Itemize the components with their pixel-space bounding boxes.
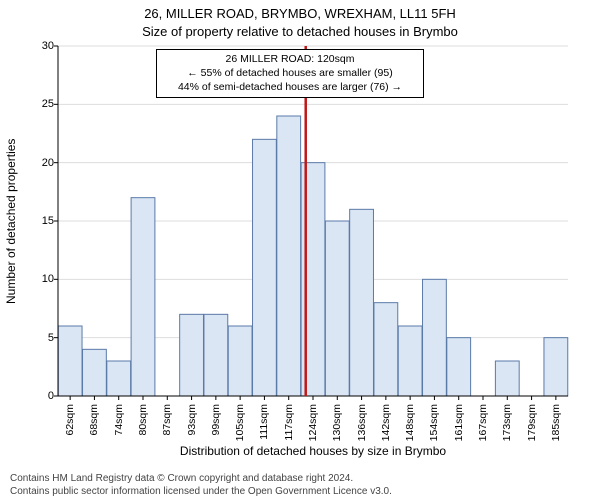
y-tick-label: 30 xyxy=(24,40,54,52)
histogram-bar xyxy=(83,349,107,396)
histogram-bar xyxy=(277,116,301,396)
annotation-line-1: 26 MILLER ROAD: 120sqm xyxy=(161,52,419,66)
y-axis-label: Number of detached properties xyxy=(4,46,22,396)
histogram-bar xyxy=(107,361,131,396)
y-tick-label: 0 xyxy=(24,390,54,402)
y-tick-label: 20 xyxy=(24,157,54,169)
annotation-box: 26 MILLER ROAD: 120sqm ← 55% of detached… xyxy=(156,49,424,98)
title-sub: Size of property relative to detached ho… xyxy=(0,24,600,39)
histogram-bar xyxy=(131,198,155,396)
histogram-bar xyxy=(180,314,204,396)
histogram-bar xyxy=(544,338,568,396)
histogram-bar xyxy=(58,326,82,396)
histogram-bar xyxy=(325,221,349,396)
footer-line-1: Contains HM Land Registry data © Crown c… xyxy=(10,473,353,484)
y-tick-label: 25 xyxy=(24,98,54,110)
annotation-line-2: ← 55% of detached houses are smaller (95… xyxy=(161,66,419,80)
histogram-bar xyxy=(447,338,471,396)
plot-area xyxy=(58,46,568,396)
y-tick-label: 5 xyxy=(24,332,54,344)
title-main: 26, MILLER ROAD, BRYMBO, WREXHAM, LL11 5… xyxy=(0,6,600,21)
y-tick-label: 10 xyxy=(24,273,54,285)
histogram-bar xyxy=(495,361,519,396)
chart-container: 26, MILLER ROAD, BRYMBO, WREXHAM, LL11 5… xyxy=(0,0,600,500)
histogram-bar xyxy=(374,303,398,396)
histogram-bar xyxy=(253,139,277,396)
annotation-line-3: 44% of semi-detached houses are larger (… xyxy=(161,80,419,94)
histogram-bar xyxy=(398,326,422,396)
histogram-bar xyxy=(423,279,447,396)
footer-line-2: Contains public sector information licen… xyxy=(10,486,392,497)
histogram-bar xyxy=(228,326,252,396)
y-tick-label: 15 xyxy=(24,215,54,227)
x-axis-label: Distribution of detached houses by size … xyxy=(58,444,568,458)
histogram-bar xyxy=(350,209,374,396)
histogram-bar xyxy=(204,314,228,396)
